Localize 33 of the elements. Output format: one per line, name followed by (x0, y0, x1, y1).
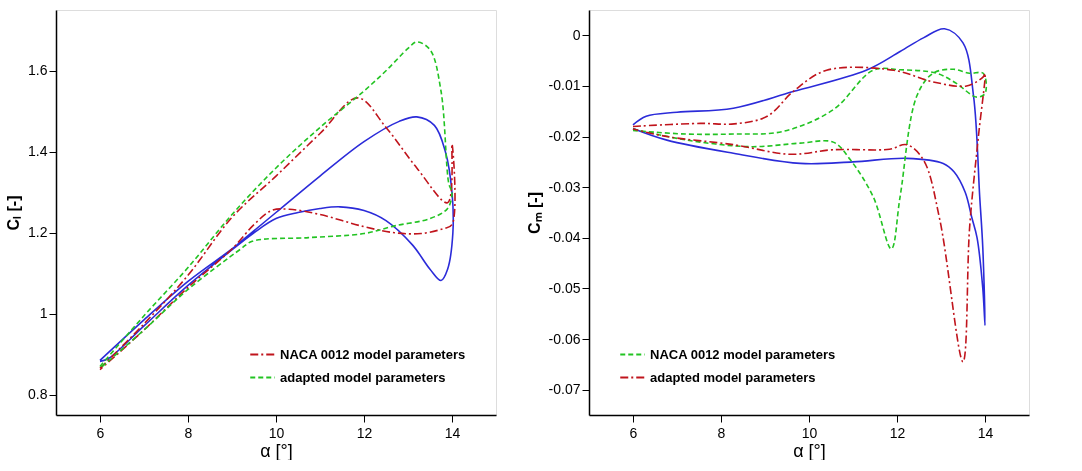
x-tick-label: 14 (977, 424, 994, 441)
line-series (632, 67, 987, 250)
y-tick-label: 1.2 (28, 224, 48, 241)
y-axis-title: Cₗ [-] (5, 195, 23, 231)
x-tick-label: 6 (96, 424, 105, 441)
x-tick-label: 12 (889, 424, 906, 441)
x-tick-label: 8 (717, 424, 726, 441)
y-tick-label: 0.8 (28, 386, 48, 403)
y-tick-label: -0.04 (548, 229, 581, 246)
x-tick-label: 10 (801, 424, 818, 441)
y-tick-label: 1.6 (28, 62, 48, 79)
x-axis-title: α [°] (793, 440, 826, 461)
legend-label: adapted model parameters (650, 369, 816, 385)
legend-label: adapted model parameters (280, 369, 446, 385)
y-tick-label: -0.05 (548, 279, 581, 296)
y-tick-label: -0.01 (548, 77, 581, 94)
x-tick-label: 6 (629, 424, 638, 441)
legend-label: NACA 0012 model parameters (280, 346, 466, 362)
legend-label: NACA 0012 model parameters (650, 346, 836, 362)
x-tick-label: 14 (444, 424, 461, 441)
x-tick-label: 12 (356, 424, 373, 441)
y-tick-label: -0.02 (548, 128, 581, 145)
y-tick-label: -0.07 (548, 381, 581, 398)
y-tick-label: 0 (572, 26, 581, 43)
x-tick-label: 10 (268, 424, 285, 441)
x-tick-label: 8 (184, 424, 193, 441)
y-axis-title: Cₘ [-] (525, 192, 543, 234)
y-tick-label: -0.06 (548, 330, 581, 347)
y-tick-label: -0.03 (548, 178, 581, 195)
x-axis-title: α [°] (260, 440, 293, 461)
line-series (632, 27, 986, 327)
y-tick-label: 1.4 (28, 143, 48, 160)
y-tick-label: 1 (39, 305, 48, 322)
